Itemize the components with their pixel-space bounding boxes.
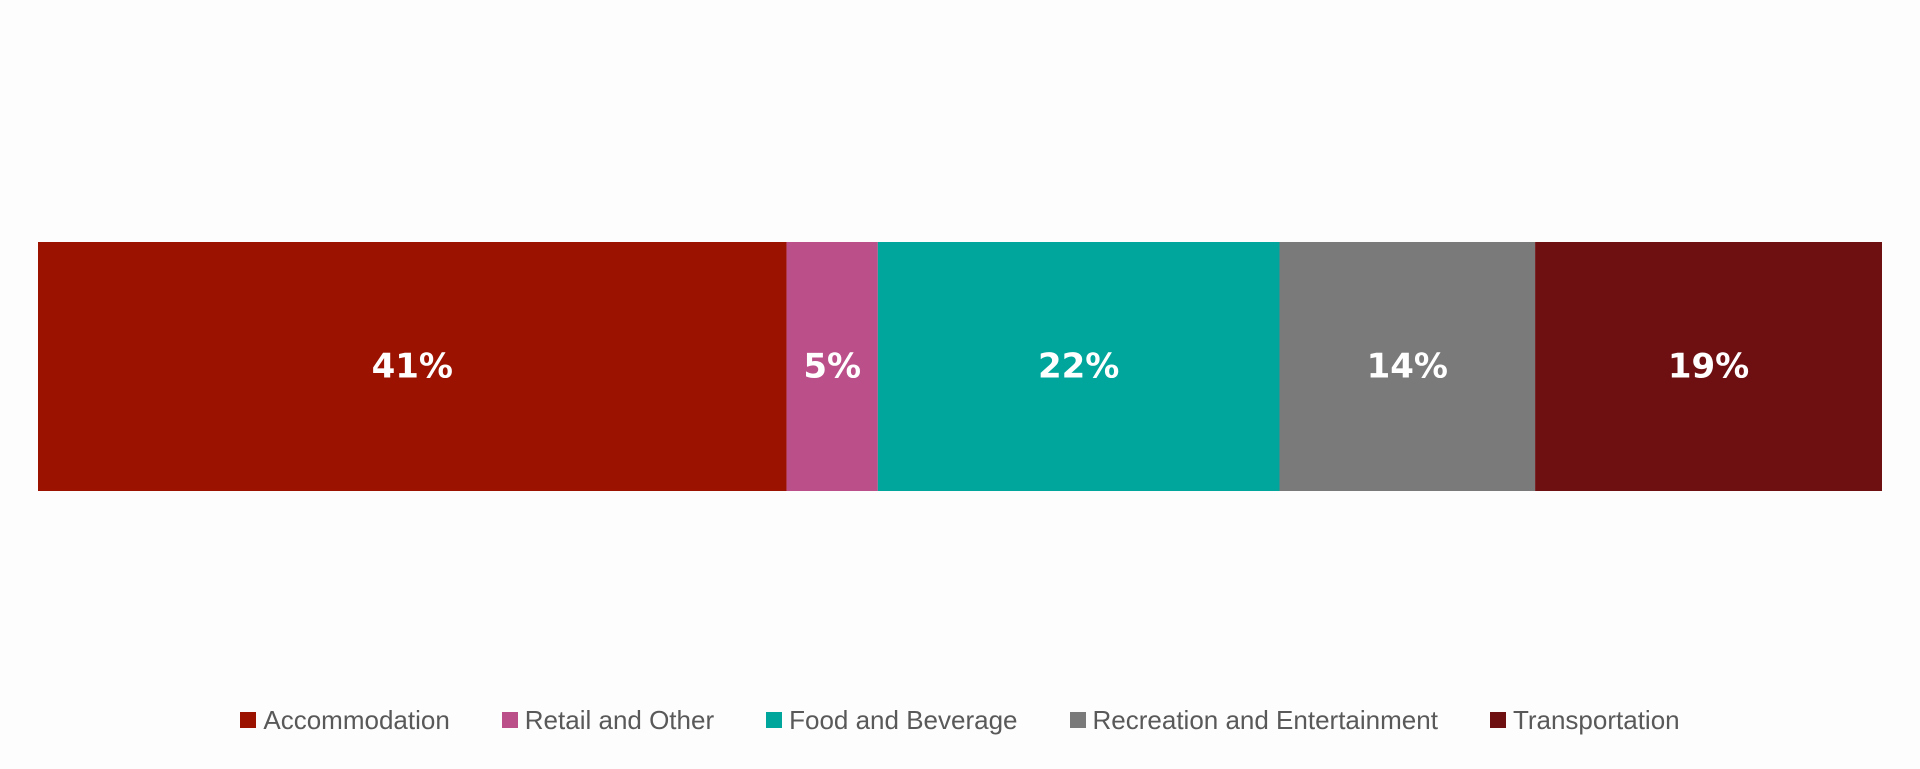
chart-legend: Accommodation Retail and Other Food and Be… — [0, 700, 1920, 740]
legend-label-retail-and-other: Retail and Other — [524, 704, 715, 735]
legend-item-transportation: Transportation — [1489, 704, 1680, 736]
bar-segment-transportation — [1535, 242, 1882, 491]
bar-segment-accommodation — [38, 242, 787, 491]
bar-segments — [38, 242, 1882, 491]
legend-swatch-transportation — [1489, 712, 1506, 728]
legend-item-food-and-beverage: Food and Beverage — [766, 704, 1018, 736]
data-labels: 41% 5% 22% 14% 19% — [372, 347, 1750, 387]
legend-swatch-recreation-and-entertainment — [1069, 712, 1086, 728]
data-label-retail-and-other: 5% — [803, 347, 861, 387]
legend-item-recreation-and-entertainment: Recreation and Entertainment — [1069, 704, 1438, 736]
data-label-recreation-and-entertainment: 14% — [1367, 347, 1448, 387]
legend-swatch-accommodation — [240, 712, 257, 728]
bar-segment-retail-and-other — [786, 242, 878, 491]
legend-item-retail-and-other: Retail and Other — [501, 704, 715, 736]
legend-label-food-and-beverage: Food and Beverage — [789, 704, 1018, 735]
data-label-accommodation: 41% — [372, 347, 453, 387]
legend-label-recreation-and-entertainment: Recreation and Entertainment — [1092, 704, 1438, 735]
bar-segment-recreation-and-entertainment — [1279, 242, 1536, 491]
legend-item-accommodation: Accommodation — [240, 704, 450, 736]
bar-segment-food-and-beverage — [877, 242, 1280, 491]
data-label-transportation: 19% — [1668, 347, 1749, 387]
data-label-food-and-beverage: 22% — [1038, 347, 1119, 387]
legend-label-accommodation: Accommodation — [263, 704, 450, 735]
legend-label-transportation: Transportation — [1512, 704, 1680, 735]
legend-swatch-retail-and-other — [501, 712, 518, 728]
legend-swatch-food-and-beverage — [766, 712, 783, 728]
